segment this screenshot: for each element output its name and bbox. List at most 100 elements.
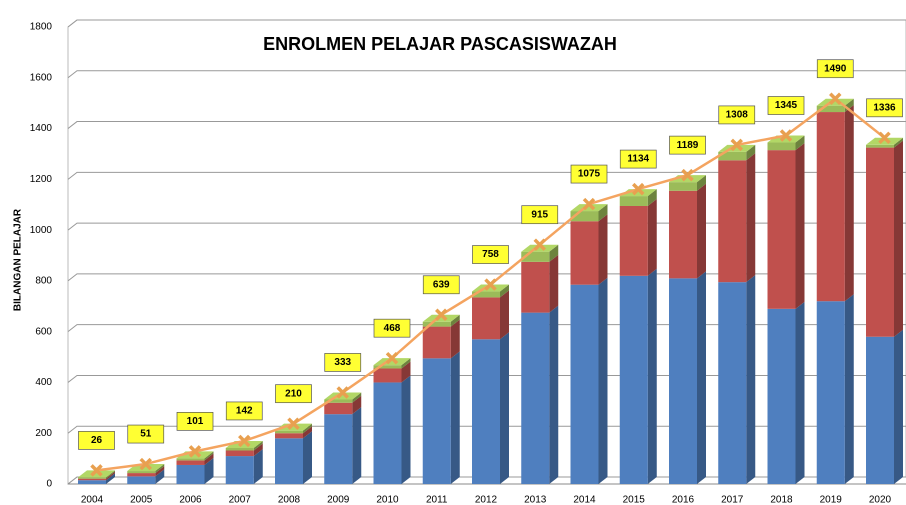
x-tick-label: 2011 [426, 495, 448, 505]
y-tick-label: 1400 [30, 123, 53, 134]
bar-side [450, 351, 460, 484]
bar-side [746, 144, 756, 161]
label-box [176, 412, 214, 431]
bar-segment [767, 308, 796, 484]
point-marker [435, 308, 448, 322]
data-label: 101 [187, 416, 204, 427]
bar-side [352, 392, 362, 403]
label-box [816, 59, 854, 79]
bar-segment [570, 284, 599, 484]
label-box [78, 431, 115, 450]
point-marker [779, 129, 793, 142]
bar-segment [127, 476, 156, 484]
label-box [866, 98, 903, 118]
x-tick-label: 2013 [524, 495, 547, 505]
bar-side [795, 135, 805, 151]
y-axis-title: BILANGAN PELAJAR [13, 208, 24, 311]
label-box [619, 149, 657, 169]
point-marker [533, 238, 546, 251]
bar-segment [816, 112, 845, 302]
point-marker [484, 278, 497, 291]
bar-segment [816, 301, 845, 484]
data-label: 758 [482, 249, 499, 260]
bar-segment [718, 160, 747, 283]
data-label: 1189 [677, 140, 699, 151]
y-tick-label: 1800 [30, 22, 53, 33]
bar-side [352, 395, 362, 415]
label-box [275, 384, 312, 404]
bar-segment [176, 458, 205, 461]
bar-segment [472, 297, 500, 340]
data-label: 1345 [775, 100, 798, 111]
bar-segment [521, 261, 550, 313]
y-tick-label: 1600 [30, 72, 53, 83]
bar-side [155, 466, 165, 477]
bar-side [894, 137, 903, 148]
bar-side [401, 375, 411, 484]
x-tick-label: 2016 [672, 495, 695, 505]
point-marker [90, 464, 103, 477]
bar-segment [669, 278, 697, 484]
x-tick-label: 2009 [327, 495, 350, 505]
bar-side [697, 183, 706, 279]
bar-segment [78, 478, 106, 481]
bar-segment [521, 312, 550, 484]
bar-side [894, 329, 903, 484]
bar-side [155, 469, 165, 484]
label-box [472, 245, 509, 264]
point-marker [139, 457, 152, 471]
bar-side [647, 189, 657, 206]
bar-segment [324, 402, 353, 415]
bar-segment [324, 399, 353, 403]
bar-segment [521, 251, 550, 262]
grid-line [67, 121, 906, 129]
bar-side [204, 457, 214, 484]
bar-side [401, 361, 411, 383]
bar-side [303, 431, 312, 484]
x-tick-label: 2004 [81, 495, 104, 505]
bar-side [106, 473, 115, 484]
x-tick-label: 2006 [179, 495, 202, 505]
bar-segment [422, 358, 451, 484]
y-tick-label: 200 [35, 428, 52, 439]
bar-segment [324, 414, 353, 484]
label-box [324, 353, 362, 372]
bar-segment [669, 182, 697, 191]
bar-side [303, 423, 312, 434]
x-tick-label: 2010 [376, 495, 399, 505]
bar-side [795, 143, 805, 309]
bar-side [303, 426, 312, 439]
bar-side [549, 254, 559, 313]
bar-side [549, 244, 559, 262]
bar-segment [373, 368, 402, 383]
bar-side [844, 294, 854, 484]
bar-segment [767, 142, 796, 151]
data-label: 26 [91, 435, 103, 446]
label-box [225, 401, 263, 421]
bar-side [549, 305, 559, 484]
bar-side [647, 198, 657, 276]
bar-segment [816, 105, 845, 113]
bar-segment [472, 339, 500, 484]
bar-top [816, 98, 854, 106]
data-label: 468 [384, 323, 401, 334]
bar-side [598, 214, 608, 285]
bar-segment [225, 456, 254, 484]
point-marker [582, 197, 596, 211]
bar-side [500, 290, 509, 340]
grid-line [67, 19, 906, 28]
grid-line [67, 171, 906, 180]
point-marker [287, 417, 300, 430]
bar-segment [373, 365, 402, 369]
y-tick-label: 1200 [30, 174, 53, 185]
point-marker [730, 138, 743, 152]
bar-segment [225, 450, 254, 457]
bar-segment [619, 196, 648, 206]
bar-segment [275, 438, 303, 484]
bar-segment [176, 460, 205, 465]
bar-side [598, 277, 608, 484]
data-label: 142 [236, 406, 253, 417]
data-label: 1134 [627, 154, 649, 165]
label-box [669, 135, 706, 155]
bar-side [450, 314, 460, 327]
